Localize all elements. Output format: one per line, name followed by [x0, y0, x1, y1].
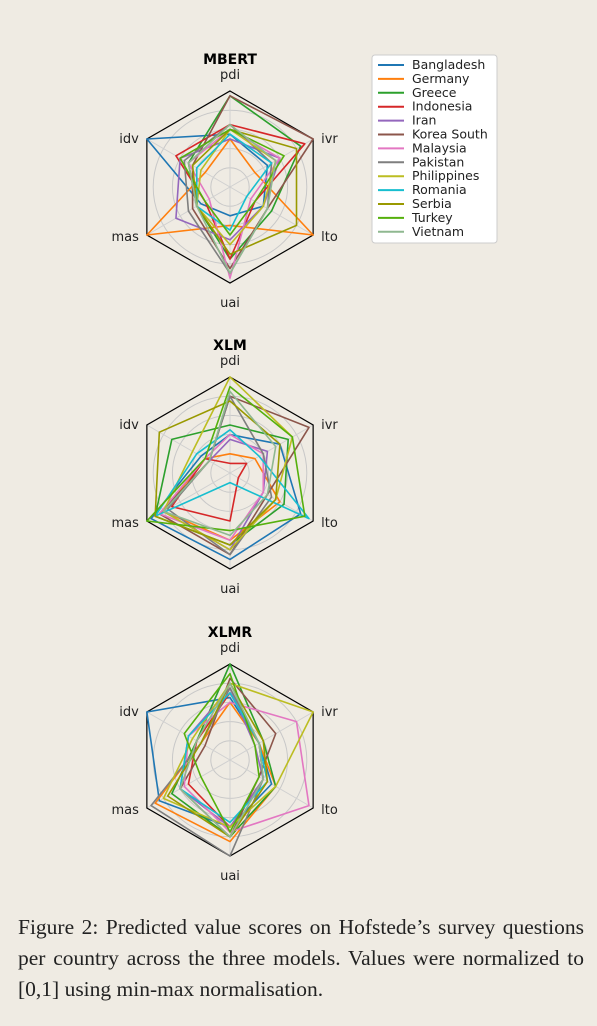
legend-entry: Indonesia [412, 99, 472, 114]
axis-label-pdi: pdi [220, 68, 240, 83]
series-romania [195, 133, 273, 231]
axis-label-pdi: pdi [220, 641, 240, 656]
series-turkey [179, 128, 285, 236]
radar-chart-mbert: pdi ivr lto uai mas idv MBERT [111, 52, 338, 311]
chart-title: XLMR [208, 625, 253, 641]
legend-entry: Turkey [411, 210, 453, 225]
axis-label-ivr: ivr [321, 705, 338, 720]
series-turkey [183, 672, 260, 833]
grid-spoke [146, 424, 231, 474]
series-indonesia [175, 123, 306, 260]
chart-title: MBERT [203, 52, 257, 68]
legend-entry: Greece [412, 85, 457, 100]
axis-label-mas: mas [111, 516, 139, 531]
series-romania [154, 428, 310, 520]
axis-label-lto: lto [321, 230, 338, 245]
axis-label-idv: idv [119, 705, 139, 720]
legend-entry: Pakistan [412, 154, 464, 169]
chart-title: XLM [213, 338, 247, 354]
legend-entry: Romania [412, 182, 467, 197]
axis-label-mas: mas [111, 803, 139, 818]
axis-label-ivr: ivr [321, 132, 338, 147]
legend-entry: Vietnam [412, 224, 464, 239]
legend-entry: Germany [412, 71, 470, 86]
series-greece [187, 95, 302, 260]
legend-entry: Korea South [412, 127, 488, 142]
axis-label-idv: idv [119, 132, 139, 147]
radar-frame [146, 376, 314, 570]
axis-label-mas: mas [111, 230, 139, 245]
figure-caption: Figure 2: Predicted value scores on Hofs… [18, 915, 584, 1001]
legend-box [371, 54, 498, 244]
legend-entry: Malaysia [412, 140, 467, 155]
series-vietnam [179, 682, 265, 838]
axis-label-uai: uai [220, 296, 240, 311]
series-philippines [162, 682, 314, 829]
axis-label-lto: lto [321, 803, 338, 818]
series-germany [146, 138, 314, 236]
axis-label-uai: uai [220, 869, 240, 884]
radar-figure: pdiivrltouaimasidvMBERTpdiivrltouaimasid… [111, 52, 498, 884]
radar-chart-xlmr: pdi ivr lto uai mas idv XLMR [111, 625, 338, 884]
axis-label-pdi: pdi [220, 354, 240, 369]
grid-spoke [229, 424, 314, 474]
legend-entry: Bangladesh [412, 57, 485, 72]
axis-label-ivr: ivr [321, 418, 338, 433]
legend-entry: Philippines [412, 168, 479, 183]
legend-entry: Serbia [412, 196, 452, 211]
axis-label-uai: uai [220, 582, 240, 597]
series-korea-south [191, 95, 314, 270]
legend: BangladeshGermanyGreeceIndonesiaIranKore… [371, 54, 498, 244]
series-serbia [154, 400, 281, 546]
axis-label-lto: lto [321, 516, 338, 531]
series-turkey [146, 385, 306, 532]
grid-spoke [229, 711, 314, 761]
series-vietnam [187, 123, 277, 275]
series-bangladesh [146, 133, 269, 217]
legend-entry: Iran [412, 113, 436, 128]
series-vietnam [162, 390, 277, 537]
series-serbia [191, 128, 298, 255]
radar-chart-xlm: pdi ivr lto uai mas idv XLM [111, 338, 338, 597]
axis-label-idv: idv [119, 418, 139, 433]
